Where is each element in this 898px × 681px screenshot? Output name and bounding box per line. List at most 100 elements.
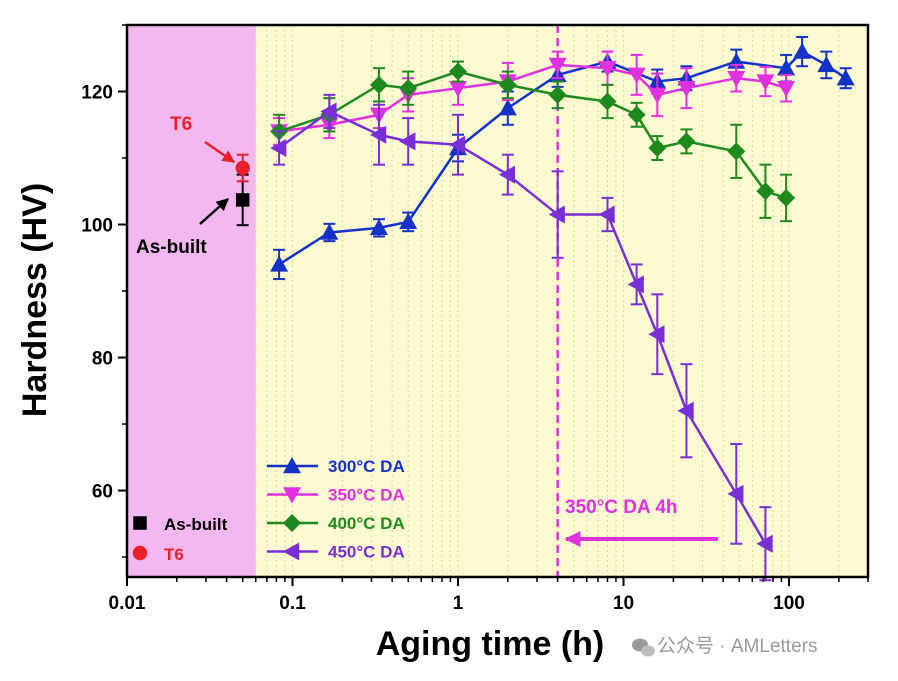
legend-item: 450°C DA [267,542,405,562]
legend-label: 350°C DA [328,486,405,505]
y-tick-label: 60 [92,482,113,503]
aging-region [255,25,869,577]
data-point [548,205,565,224]
data-point [399,212,418,230]
legend-label: 300°C DA [328,457,405,476]
data-point [399,132,416,151]
data-point [756,182,775,201]
data-point [756,74,775,91]
y-axis-title: Hardness (HV) [16,183,54,417]
legend-marker [133,516,147,530]
legend-label: 450°C DA [328,543,405,562]
data-point [369,75,388,94]
reference-legend: As-built T6 [132,515,228,564]
data-point [648,139,667,158]
series-4 [270,93,773,582]
t6-annotation: T6 [170,114,236,164]
data-point [320,223,339,240]
t6-arrow [204,140,236,164]
legend-label: As-built [164,515,228,534]
data-point [793,42,812,59]
y-tick-label: 80 [92,349,113,370]
data-point [836,69,855,86]
legend-label: T6 [164,545,184,564]
series-3 [270,60,796,223]
as-built-annotation: As-built [136,198,229,258]
legend-item: 300°C DA [267,457,405,476]
data-point [548,57,567,74]
data-point [627,105,646,124]
legend-marker [283,542,300,561]
as-built-region [127,25,256,577]
data-point [627,67,646,84]
series-legend: 300°C DA 350°C DA 400°C DA 450°C DA [267,457,405,562]
as-built-arrow [199,198,229,225]
vertical-marker-label: 350°C DA 4h [565,497,678,518]
x-tick-label: 100 [773,593,805,614]
x-tick-label: 0.1 [279,593,306,614]
data-point [727,71,746,88]
data-point [648,325,665,344]
watermark: 公众号 · AMLetters [632,635,817,657]
legend-item: 350°C DA [267,486,405,505]
data-point [498,75,517,94]
data-point [677,80,696,98]
x-axis-ticks: 0.01 0.1 1 10 100 [109,577,869,614]
data-point [598,205,615,224]
data-point [498,165,516,184]
y-axis-ticks: 60 80 100 120 [81,24,127,558]
data-point [235,160,250,176]
data-point [548,85,567,104]
plot-frame [125,23,870,579]
reference-legend-item: As-built [133,515,228,534]
data-point [270,255,289,272]
legend-marker [283,514,301,532]
data-point [498,99,517,116]
data-point [727,142,746,161]
legend-item: 400°C DA [267,514,405,533]
data-point [677,132,696,151]
data-point [449,135,466,154]
data-point [399,79,418,98]
t6-annotation-label: T6 [170,114,192,135]
legend-marker [132,545,148,561]
data-point [320,102,337,121]
data-point [677,401,694,420]
y-tick-label: 120 [81,83,113,104]
data-point [777,59,796,76]
data-point [727,484,744,503]
data-point [777,80,796,98]
data-point [270,139,287,158]
x-axis-title: Aging time (h) [376,625,605,663]
minor-grid-lines [255,25,869,577]
legend-marker [283,487,301,504]
reference-point-as-built [235,173,250,227]
y-tick-label: 100 [81,216,113,237]
reference-legend-item: T6 [132,545,184,564]
legend-label: 400°C DA [328,514,405,533]
data-point [627,275,644,294]
x-tick-label: 10 [613,593,634,614]
vertical-marker-annotation: 350°C DA 4h [564,497,718,547]
data-point [369,125,387,144]
data-point [756,534,773,553]
data-point [449,80,468,98]
series-layer [270,35,855,582]
x-tick-label: 0.01 [109,593,146,614]
legend-marker [283,457,301,474]
reference-point-t6 [235,153,250,183]
data-point [598,92,617,111]
wechat-icon [632,638,655,657]
data-point [648,87,667,104]
as-built-annotation-label: As-built [136,237,207,258]
data-point [777,188,796,207]
reference-points [235,153,250,227]
data-point [235,193,250,207]
data-point [598,61,617,78]
data-point [817,55,836,73]
watermark-text: 公众号 · AMLetters [657,635,817,657]
data-point [449,62,468,81]
data-point [369,218,388,236]
x-tick-label: 1 [453,593,464,614]
